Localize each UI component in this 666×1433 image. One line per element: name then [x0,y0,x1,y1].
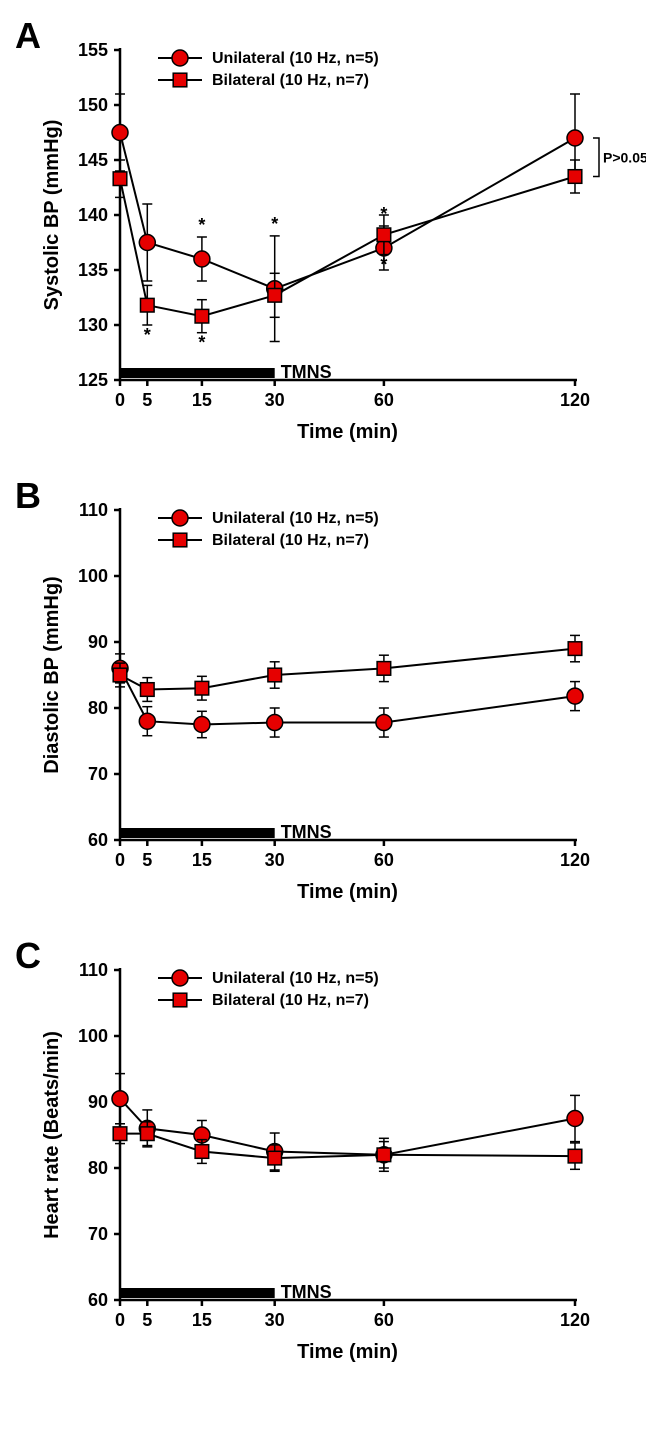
figure: A12513013514014515015505153060120Systoli… [20,20,646,1380]
ytick-label: 155 [78,40,108,60]
y-axis-label: Diastolic BP (mmHg) [41,576,63,773]
ytick-label: 60 [88,1290,108,1310]
panel-label: C [15,935,41,977]
ytick-label: 140 [78,205,108,225]
xtick-label: 120 [560,1310,590,1330]
significance-star: * [144,325,151,345]
tmns-label: TMNS [281,822,332,842]
ytick-label: 110 [79,960,108,980]
panel-A: A12513013514014515015505153060120Systoli… [20,20,646,460]
ytick-label: 80 [88,698,108,718]
significance-star: * [198,215,205,235]
chart-A: 125 130 135 140 145 150 155 05 15 30 60 120 Systolic… [20,20,646,460]
significance-star: * [198,333,205,353]
xtick-label: 5 [142,850,152,870]
y-axis-label: Systolic BP (mmHg) [41,120,63,311]
tmns-bar [120,1288,275,1298]
xtick-label: 0 [115,850,125,870]
xtick-label: 15 [192,850,212,870]
xtick-label: 30 [265,390,285,410]
ytick-label: 150 [78,95,108,115]
xtick-label: 60 [374,390,394,410]
panel-label: A [15,15,41,57]
x-axis-label: Time (min) [297,1341,398,1363]
ytick-label: 110 [79,500,108,520]
legend-label: Unilateral (10 Hz, n=5) [212,510,379,527]
xtick-label: 120 [560,850,590,870]
legend-label: Bilateral (10 Hz, n=7) [212,532,369,549]
xtick-label: 60 [374,850,394,870]
significance-star: * [271,214,278,234]
ytick-label: 70 [88,764,108,784]
series-line [120,133,575,289]
xtick-label: 5 [142,390,152,410]
panel-label: B [15,475,41,517]
x-axis-label: Time (min) [297,421,398,443]
chart-B: 60 70 80 90 100 110 05 15 30 60 120 Diastolic BP (m… [20,480,646,920]
ytick-label: 100 [78,566,108,586]
ytick-label: 100 [78,1026,108,1046]
ytick-label: 145 [78,150,108,170]
ytick-label: 130 [78,315,108,335]
series-line [120,649,575,690]
panel-B: B6070809010011005153060120Diastolic BP (… [20,480,646,920]
ytick-label: 70 [88,1224,108,1244]
pvalue-label: P>0.05 [603,149,646,165]
ytick-label: 125 [78,370,108,390]
xtick-label: 0 [115,1310,125,1330]
ytick-label: 90 [88,1092,108,1112]
xtick-label: 5 [142,1310,152,1330]
xtick-label: 60 [374,1310,394,1330]
ytick-label: 60 [88,830,108,850]
ytick-label: 135 [78,260,108,280]
legend-label: Unilateral (10 Hz, n=5) [212,970,379,987]
xtick-label: 0 [115,390,125,410]
xtick-label: 15 [192,390,212,410]
ytick-label: 80 [88,1158,108,1178]
tmns-bar [120,828,275,838]
x-axis-label: Time (min) [297,881,398,903]
series-line [120,177,575,317]
tmns-label: TMNS [281,1282,332,1302]
tmns-bar [120,368,275,378]
legend-label: Bilateral (10 Hz, n=7) [212,72,369,89]
xtick-label: 30 [265,850,285,870]
ytick-label: 90 [88,632,108,652]
y-axis-label: Heart rate (Beats/min) [41,1031,63,1239]
series-line [120,668,575,724]
legend-label: Bilateral (10 Hz, n=7) [212,992,369,1009]
xtick-label: 15 [192,1310,212,1330]
legend-label: Unilateral (10 Hz, n=5) [212,50,379,67]
panel-C: C6070809010011005153060120Heart rate (Be… [20,940,646,1380]
tmns-label: TMNS [281,362,332,382]
significance-star: * [380,255,387,275]
chart-C: 60 70 80 90 100 110 05 15 30 60 120 Heart rate (Bea… [20,940,646,1380]
xtick-label: 120 [560,390,590,410]
xtick-label: 30 [265,1310,285,1330]
